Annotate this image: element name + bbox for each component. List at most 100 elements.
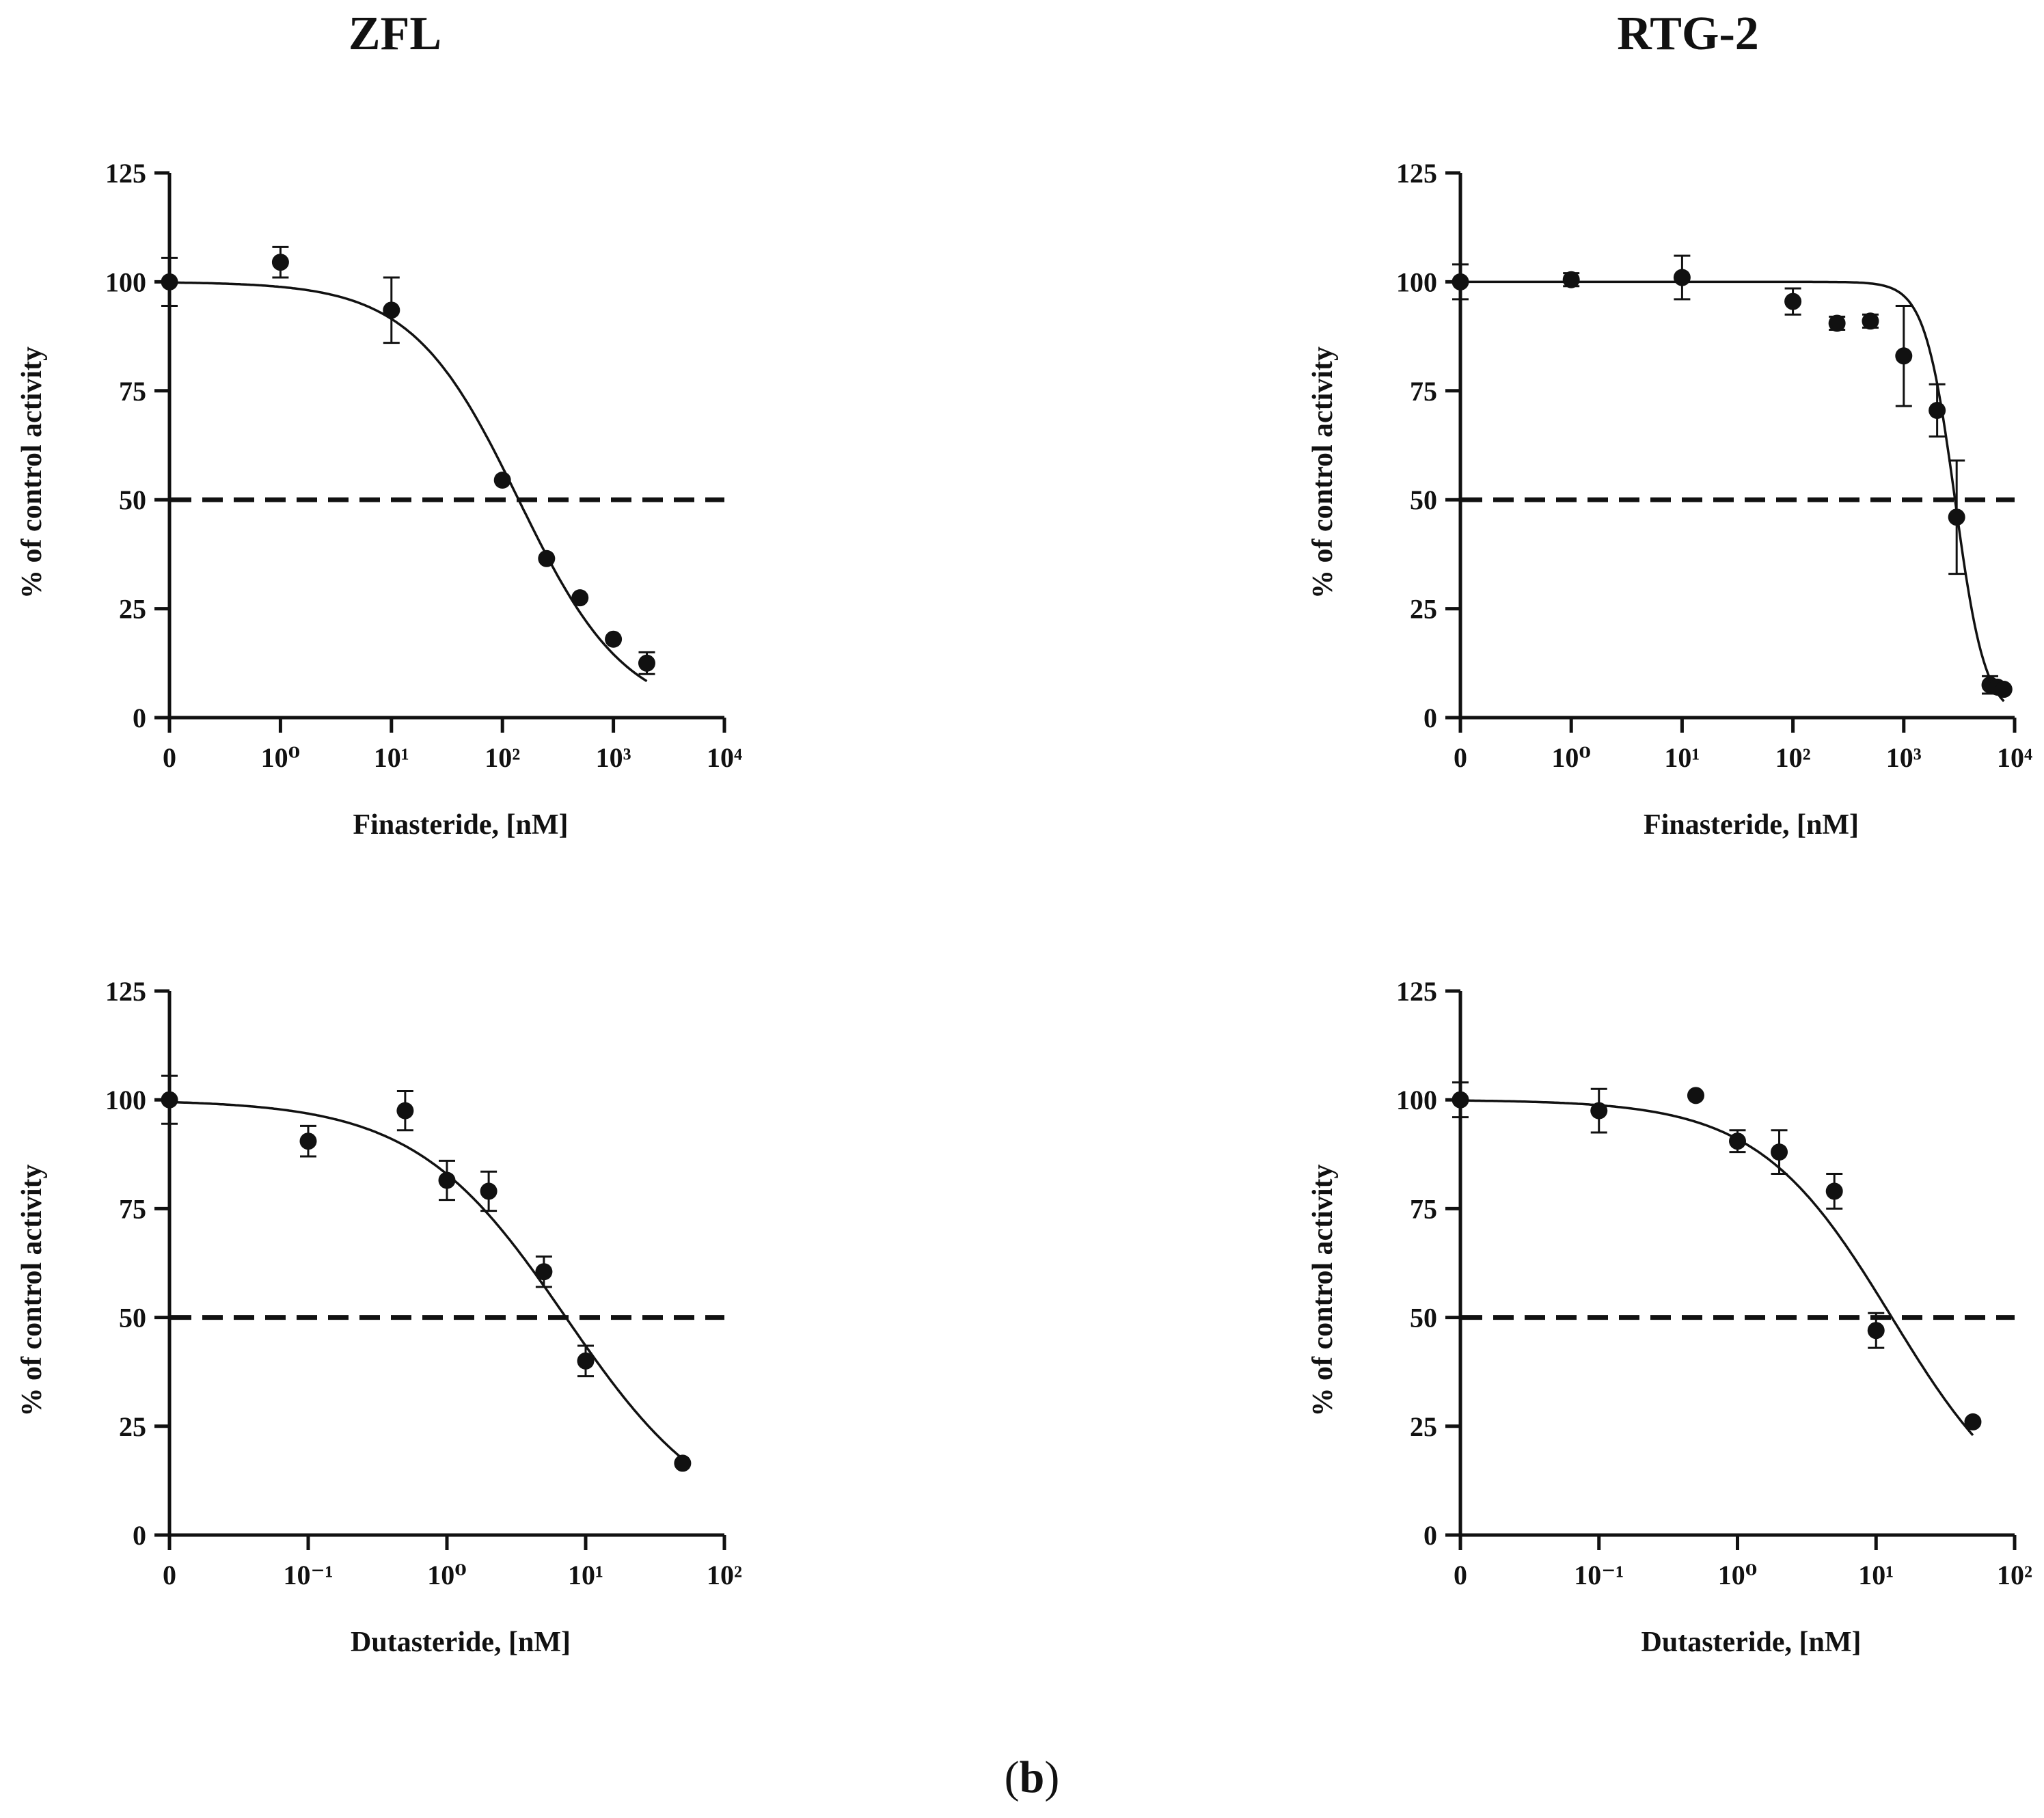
y-axis-title: % of control activity — [1307, 347, 1339, 599]
data-point — [577, 1352, 595, 1370]
x-tick-label: 10¹ — [568, 1560, 603, 1590]
data-point — [605, 630, 623, 648]
x-tick-label: 10¹ — [374, 742, 409, 773]
panel-label-close: ) — [1044, 1752, 1059, 1802]
data-point — [161, 1091, 178, 1109]
data-point — [1784, 293, 1802, 310]
x-tick-label: 10⁰ — [261, 742, 301, 773]
y-tick-label: 0 — [133, 1520, 146, 1551]
data-point — [493, 472, 511, 489]
data-point — [571, 589, 589, 607]
y-tick-label: 75 — [119, 376, 146, 407]
data-point — [1771, 1143, 1788, 1161]
x-axis-title: Finasteride, [nM] — [353, 809, 569, 841]
y-tick-label: 50 — [119, 1303, 146, 1333]
y-tick-label: 100 — [105, 267, 146, 297]
data-point — [299, 1132, 317, 1150]
fit-curve — [1460, 1099, 1974, 1437]
y-tick-label: 100 — [1396, 267, 1437, 297]
y-tick-label: 125 — [105, 976, 146, 1007]
data-point — [1995, 681, 2013, 698]
data-point — [480, 1182, 498, 1200]
panel-zfl-finasteride: 0 25 50 75 100 125 0 10⁰ 10¹ 10² 10³ 10⁴ Finasteride… — [16, 158, 742, 841]
x-tick-label: 10⁻¹ — [1574, 1560, 1624, 1590]
data-point — [1452, 273, 1469, 290]
x-tick-label: 0 — [1454, 742, 1467, 773]
x-tick-label: 10² — [707, 1560, 742, 1590]
data-point — [538, 550, 556, 567]
x-tick-label: 0 — [163, 1560, 176, 1590]
data-point — [535, 1263, 553, 1281]
data-point — [1867, 1322, 1885, 1340]
x-tick-label: 10¹ — [1664, 742, 1700, 773]
data-point — [674, 1454, 692, 1472]
x-tick-label: 10⁰ — [1551, 742, 1591, 773]
y-tick-label: 0 — [133, 703, 146, 733]
y-tick-label: 50 — [1410, 485, 1437, 515]
y-tick-label: 125 — [105, 158, 146, 189]
x-tick-label: 10⁴ — [707, 742, 742, 773]
fit-curve — [169, 1100, 684, 1460]
x-tick-label: 10⁰ — [1718, 1560, 1758, 1590]
panel-label-letter: b — [1020, 1752, 1045, 1802]
x-tick-label: 10² — [485, 742, 520, 773]
y-tick-label: 100 — [105, 1085, 146, 1115]
y-tick-label: 75 — [1410, 376, 1437, 407]
y-tick-label: 0 — [1423, 1520, 1437, 1551]
data-point — [1964, 1413, 1982, 1430]
x-tick-label: 10³ — [1886, 742, 1922, 773]
x-axis-title: Dutasteride, [nM] — [351, 1627, 571, 1658]
y-tick-label: 25 — [1410, 594, 1437, 625]
data-point — [1452, 1091, 1469, 1109]
x-tick-label: 10⁻¹ — [283, 1560, 333, 1590]
y-tick-label: 25 — [119, 594, 146, 625]
data-point — [383, 301, 400, 319]
y-tick-label: 100 — [1396, 1085, 1437, 1115]
y-tick-label: 25 — [119, 1411, 146, 1442]
data-point — [1929, 401, 1946, 419]
data-point — [1828, 314, 1846, 332]
y-axis-title: % of control activity — [16, 347, 48, 599]
x-tick-label: 10² — [1775, 742, 1811, 773]
panel-label-open: ( — [1005, 1752, 1020, 1802]
data-point — [1590, 1102, 1608, 1120]
panel-rtg2-finasteride: 0 25 50 75 100 125 0 10⁰ 10¹ 10² 10³ 10⁴ Finasteride… — [1307, 158, 2032, 841]
data-point — [1895, 347, 1913, 365]
panel-rtg2-dutasteride: 0 25 50 75 100 125 0 10⁻¹ 10⁰ 10¹ 10² Dutasteride, … — [1307, 976, 2032, 1658]
data-point — [1673, 269, 1691, 286]
x-tick-label: 0 — [1454, 1560, 1467, 1590]
data-point — [1687, 1087, 1704, 1104]
data-point — [438, 1171, 456, 1189]
y-tick-label: 75 — [119, 1193, 146, 1224]
y-tick-label: 25 — [1410, 1411, 1437, 1442]
x-tick-label: 10⁰ — [427, 1560, 467, 1590]
data-point — [638, 654, 655, 672]
y-tick-label: 50 — [119, 485, 146, 515]
y-axis-title: % of control activity — [16, 1165, 48, 1417]
data-point — [271, 254, 289, 271]
x-tick-label: 10¹ — [1858, 1560, 1894, 1590]
y-tick-label: 125 — [1396, 158, 1437, 189]
x-tick-label: 10⁴ — [1997, 742, 2032, 773]
fit-curve — [1460, 280, 2005, 703]
data-point — [1948, 508, 1965, 526]
data-point — [1862, 312, 1879, 330]
y-axis-title: % of control activity — [1307, 1165, 1339, 1417]
y-tick-label: 125 — [1396, 976, 1437, 1007]
y-tick-label: 75 — [1410, 1193, 1437, 1224]
x-axis-title: Finasteride, [nM] — [1644, 809, 1859, 841]
x-tick-label: 10² — [1997, 1560, 2032, 1590]
y-tick-label: 50 — [1410, 1303, 1437, 1333]
column-title-zfl: ZFL — [349, 8, 441, 60]
x-tick-label: 10³ — [596, 742, 631, 773]
data-point — [161, 273, 178, 290]
data-point — [1562, 271, 1580, 288]
data-point — [396, 1102, 414, 1120]
panel-zfl-dutasteride: 0 25 50 75 100 125 0 10⁻¹ 10⁰ 10¹ 10² Dutasteride, … — [16, 976, 742, 1658]
data-point — [1825, 1182, 1843, 1200]
panel-label: (b) — [1005, 1752, 1060, 1802]
x-tick-label: 0 — [163, 742, 176, 773]
x-axis-title: Dutasteride, [nM] — [1641, 1627, 1862, 1658]
data-point — [1729, 1132, 1746, 1150]
